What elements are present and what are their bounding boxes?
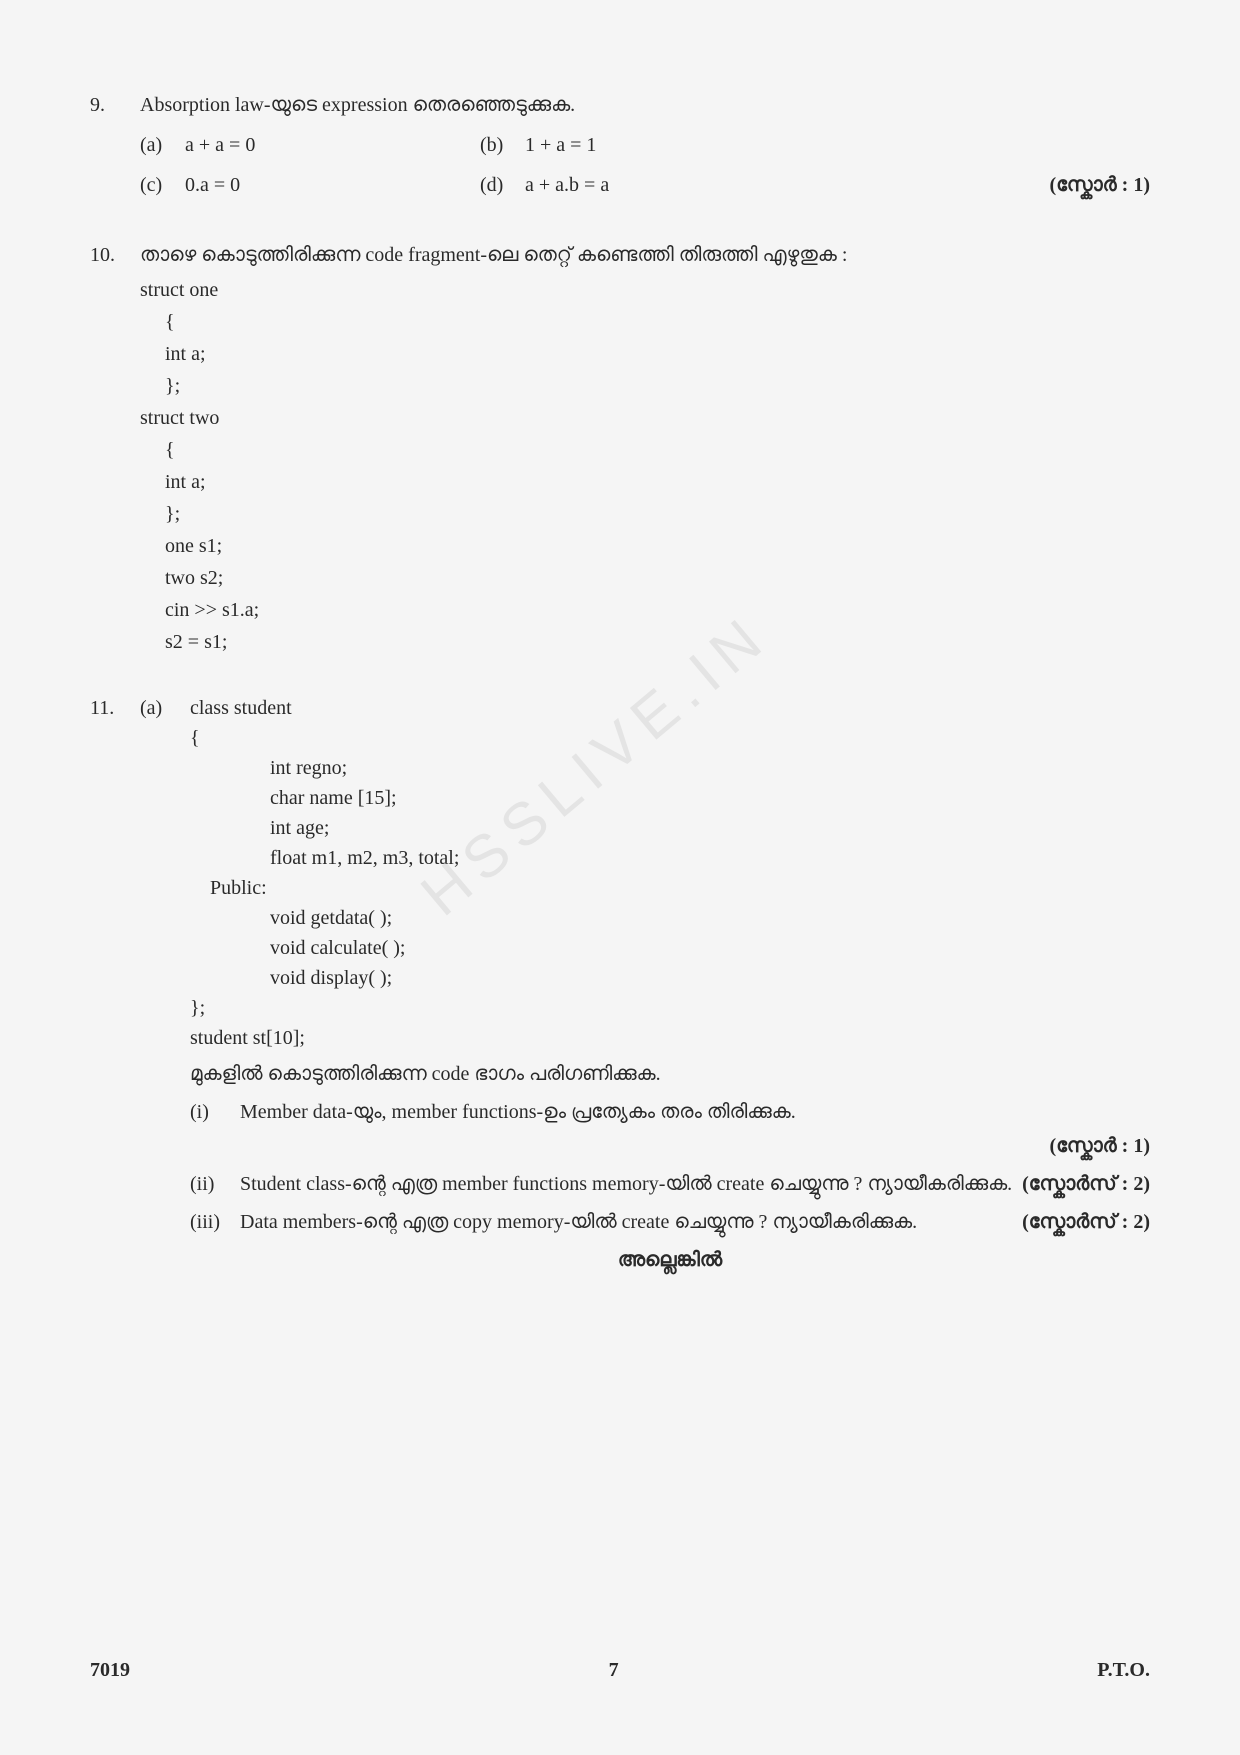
sub-i-text: Member data-യും, member functions-ഉം പ്ര… [240,1097,1150,1127]
code-line: int age; [270,813,1150,843]
sub-ii-score: (സ്കോർസ് : 2) [1022,1169,1150,1199]
sub-i-score: (സ്കോർ : 1) [240,1131,1150,1161]
code-line: two s2; [165,562,1150,594]
code-line: void display( ); [270,963,1150,993]
footer-pto: P.T.O. [1097,1655,1150,1685]
sub-iii-text: Data members-ന്റെ എത്ര copy memory-യിൽ c… [240,1211,917,1233]
q11-number: 11. [90,693,140,1275]
code-line: one s1; [165,530,1150,562]
code-line: student st[10]; [190,1023,1150,1053]
q11-or: അല്ലെങ്കിൽ [190,1245,1150,1275]
code-line: void calculate( ); [270,933,1150,963]
code-line: }; [190,993,1150,1023]
q9-body: Absorption law-യുടെ expression തെരഞ്ഞെടു… [140,90,1150,200]
q10-code: struct one { int a; }; struct two { int … [140,274,1150,658]
q11-sub-i: (i) Member data-യും, member functions-ഉം… [190,1097,1150,1161]
sub-ii-body: Student class-ന്റെ എത്ര member functions… [240,1169,1150,1199]
q11-part-a-label: (a) [140,693,190,1275]
footer-page: 7 [609,1655,619,1685]
code-line: int a; [165,338,1150,370]
q11-sub-ii: (ii) Student class-ന്റെ എത്ര member func… [190,1169,1150,1199]
q9-opt-d: (d) a + a.b = a [480,170,760,200]
q9-opt-a: (a) a + a = 0 [140,130,480,160]
code-line: { [165,306,1150,338]
code-text: s2 = s1; [165,631,227,653]
q11-part-a: (a) class student { int regno; char name… [140,693,1150,1275]
question-11: 11. (a) class student { int regno; char … [90,693,1150,1275]
opt-text-b: 1 + a = 1 [525,130,596,160]
q9-opt-c: (c) 0.a = 0 [140,170,480,200]
sub-i-label: (i) [190,1097,240,1161]
code-line: struct one [140,274,1150,306]
q9-options-row2: (c) 0.a = 0 (d) a + a.b = a (സ്കോർ : 1) [140,170,1150,200]
sub-ii-text: Student class-ന്റെ എത്ര member functions… [240,1173,1012,1195]
q9-text: Absorption law-യുടെ expression തെരഞ്ഞെടു… [140,90,1150,120]
code-line: char name [15]; [270,783,1150,813]
sub-ii-label: (ii) [190,1169,240,1199]
q9-score: (സ്കോർ : 1) [1050,170,1150,200]
opt-label-a: (a) [140,130,185,160]
footer-code: 7019 [90,1655,130,1685]
q9-options-row1: (a) a + a = 0 (b) 1 + a = 1 [140,130,1150,160]
opt-text-c: 0.a = 0 [185,170,240,200]
q10-number: 10. [90,240,140,658]
code-line: int a; [165,466,1150,498]
opt-label-d: (d) [480,170,525,200]
q10-text: താഴെ കൊടുത്തിരിക്കുന്ന code fragment-ലെ … [140,240,1150,270]
question-9: 9. Absorption law-യുടെ expression തെരഞ്ഞ… [90,90,1150,200]
code-line: }; [165,370,1150,402]
sub-iii-label: (iii) [190,1207,240,1237]
q9-number: 9. [90,90,140,200]
code-line: { [190,723,1150,753]
question-10: 10. താഴെ കൊടുത്തിരിക്കുന്ന code fragment… [90,240,1150,658]
opt-text-d: a + a.b = a [525,170,609,200]
code-line: }; [165,498,1150,530]
code-line: void getdata( ); [270,903,1150,933]
q10-body: താഴെ കൊടുത്തിരിക്കുന്ന code fragment-ലെ … [140,240,1150,658]
code-line: cin >> s1.a; [165,594,1150,626]
code-line: Public: [210,873,1150,903]
page-footer: 7019 7 P.T.O. [90,1655,1150,1685]
sub-i-body: Member data-യും, member functions-ഉം പ്ര… [240,1097,1150,1161]
opt-label-c: (c) [140,170,185,200]
q11-body: (a) class student { int regno; char name… [140,693,1150,1275]
code-line: s2 = s1; (സ്കോർസ് : 2) [165,626,1150,658]
code-line: float m1, m2, m3, total; [270,843,1150,873]
q9-opt-b: (b) 1 + a = 1 [480,130,760,160]
sub-iii-score: (സ്കോർസ് : 2) [1022,1207,1150,1237]
q11-part-a-body: class student { int regno; char name [15… [190,693,1150,1275]
q11-sub-text: മുകളിൽ കൊടുത്തിരിക്കുന്ന code ഭാഗം പരിഗണ… [190,1059,1150,1089]
code-line: struct two [140,402,1150,434]
code-line: int regno; [270,753,1150,783]
sub-iii-body: Data members-ന്റെ എത്ര copy memory-യിൽ c… [240,1207,1150,1237]
q11-sub-iii: (iii) Data members-ന്റെ എത്ര copy memory… [190,1207,1150,1237]
opt-text-a: a + a = 0 [185,130,255,160]
code-line: class student [190,693,1150,723]
code-line: { [165,434,1150,466]
opt-label-b: (b) [480,130,525,160]
